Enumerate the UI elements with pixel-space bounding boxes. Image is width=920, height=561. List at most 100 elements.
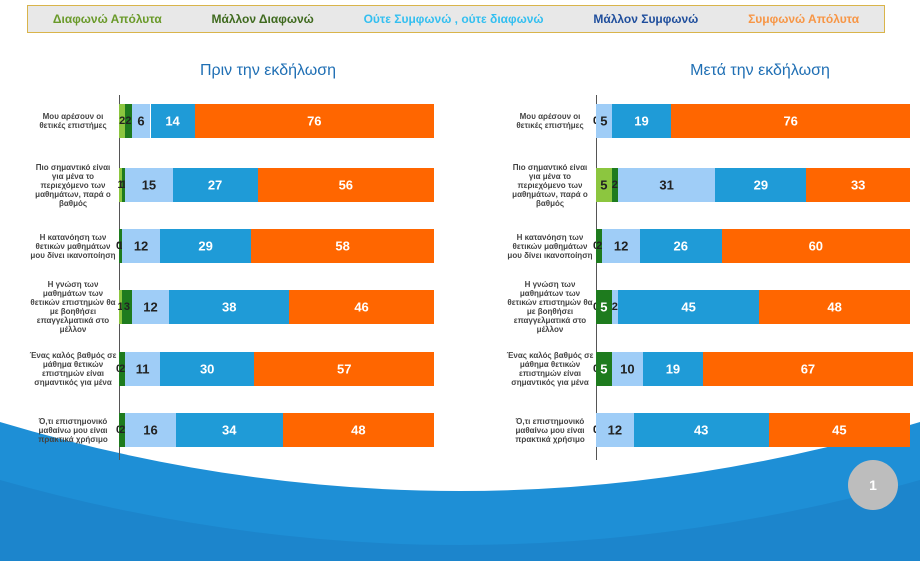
bar-segment — [806, 168, 910, 202]
value-label: 12 — [607, 422, 623, 438]
value-label: 1 — [117, 301, 124, 313]
value-label: 6 — [137, 113, 145, 129]
bar-segment — [596, 352, 612, 386]
value-label: 14 — [165, 113, 180, 129]
value-label: 58 — [335, 238, 350, 254]
category-label: Μου αρέσουν οι θετικές επιστήμες — [516, 112, 584, 130]
value-label: 29 — [198, 238, 213, 254]
category-label: Μου αρέσουν οι θετικές επιστήμες — [39, 112, 107, 130]
bar-segment — [617, 168, 716, 202]
value-label: 2 — [125, 115, 132, 127]
bar-segment — [611, 104, 672, 138]
bar-segment — [122, 290, 132, 324]
value-label: 2 — [119, 363, 126, 375]
value-label: 34 — [222, 422, 237, 438]
value-label: 31 — [659, 177, 674, 193]
value-label: 57 — [336, 361, 352, 377]
bar-segment — [721, 229, 910, 263]
value-label: 27 — [207, 177, 223, 193]
value-label: 33 — [850, 177, 866, 193]
bar-segment — [596, 413, 634, 447]
bar-segment — [633, 413, 769, 447]
value-label: 67 — [800, 361, 816, 377]
legend: Διαφωνώ Απόλυτα Μάλλον Διαφωνώ Ούτε Συμφων… — [27, 5, 885, 33]
bar-segment — [194, 104, 434, 138]
value-label: 10 — [620, 361, 635, 377]
value-label: 5 — [600, 299, 608, 315]
bar-segment — [611, 352, 644, 386]
legend-entry: Μάλλον Διαφωνώ — [211, 12, 314, 26]
value-label: 19 — [665, 361, 681, 377]
bar-segment — [131, 104, 151, 138]
value-label: 1 — [120, 179, 127, 191]
value-label: 48 — [827, 299, 842, 315]
legend-entry: Συμφωνώ Απόλυτα — [748, 12, 860, 26]
axis-line — [119, 95, 120, 460]
value-label: 12 — [143, 299, 158, 315]
value-label: 2 — [596, 240, 603, 252]
category-label: Πιο σημαντικό είναι για μένα το περιεχόμ… — [35, 162, 111, 208]
bar-segment — [251, 229, 434, 263]
chart-title: Μετά την εκδήλωση — [690, 62, 830, 79]
value-label: 46 — [354, 299, 369, 315]
category-label: Ένας καλός βαθμός σε μάθημα θετικών επισ… — [506, 351, 594, 387]
category-label: Η κατανόηση των θετικών μαθημάτων μου δί… — [507, 232, 593, 260]
bar-segment — [119, 168, 123, 202]
value-label: 45 — [832, 422, 847, 438]
chart-title: Πριν την εκδήλωση — [199, 62, 337, 79]
bar-segment — [611, 290, 618, 324]
value-label: 5 — [600, 361, 608, 377]
value-label: 30 — [199, 361, 215, 377]
value-label: 2 — [611, 301, 618, 313]
bar-segment — [125, 352, 160, 386]
bar-segment — [596, 168, 612, 202]
bar-segment — [125, 104, 132, 138]
legend-entry: Ούτε Συμφωνώ , ούτε διαφωνώ — [363, 12, 544, 26]
value-label: 26 — [673, 238, 688, 254]
value-label: 38 — [222, 299, 237, 315]
bar-segment — [282, 413, 434, 447]
axis-line — [596, 95, 597, 460]
bar-segment — [159, 352, 255, 386]
legend-entry: Διαφωνώ Απόλυτα — [52, 12, 162, 26]
bar-segment — [596, 104, 612, 138]
value-label: 76 — [307, 113, 322, 129]
bar-segment — [611, 168, 618, 202]
value-label: 12 — [133, 238, 149, 254]
bar-segment — [617, 290, 760, 324]
bar-segment — [119, 290, 123, 324]
value-label: 76 — [783, 113, 798, 129]
value-label: 43 — [693, 422, 709, 438]
value-label: 48 — [351, 422, 366, 438]
value-label: 1 — [117, 179, 124, 191]
bar-segment — [119, 229, 123, 263]
bar-segment — [169, 290, 290, 324]
value-label: 2 — [611, 179, 618, 191]
value-label: 5 — [600, 177, 608, 193]
legend-entry: Μάλλον Συμφωνώ — [593, 12, 699, 26]
slide-number: 1 — [848, 460, 898, 510]
bar-segment — [119, 352, 126, 386]
bar-segment — [125, 168, 173, 202]
value-label: 11 — [135, 361, 150, 377]
bar-segment — [175, 413, 283, 447]
category-label: Η γνώση των μαθημάτων των θετικών επιστη… — [30, 280, 116, 334]
bar-segment — [119, 104, 126, 138]
category-label: Η γνώση των μαθημάτων των θετικών επιστη… — [507, 280, 593, 334]
value-label: 60 — [808, 238, 824, 254]
bar-segment — [125, 413, 176, 447]
bar-segment — [596, 229, 603, 263]
value-label: 12 — [613, 238, 629, 254]
bar-segment — [172, 168, 258, 202]
value-label: 5 — [600, 113, 608, 129]
category-label: Ό,τι επιστημονικό μαθαίνω μου είναι πρακ… — [515, 416, 585, 444]
value-label: 16 — [143, 422, 158, 438]
category-label: Πιο σημαντικό είναι για μένα το περιεχόμ… — [512, 162, 588, 208]
bar-segment — [150, 104, 195, 138]
bar-segment — [257, 168, 434, 202]
bar-segment — [759, 290, 910, 324]
bar-segment — [119, 413, 126, 447]
bar-segment — [643, 352, 703, 386]
